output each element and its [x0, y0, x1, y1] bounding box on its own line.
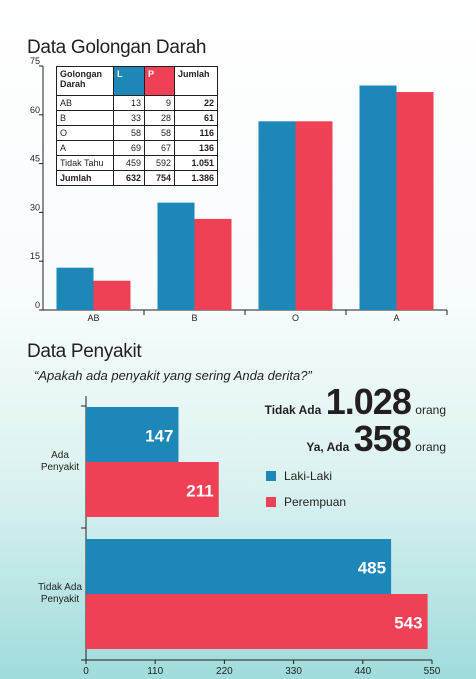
table-cell: 1.051: [174, 155, 218, 171]
table-cell: 136: [174, 140, 218, 156]
table-header-golongan: Golongan Darah: [56, 66, 114, 96]
stat-ya-ada: Ya, Ada 358 orang: [306, 418, 446, 460]
bar-l-o: [258, 121, 296, 310]
legend-swatch: [266, 497, 276, 507]
bar-l-b: [157, 202, 195, 310]
y-tick-label: 60: [30, 105, 40, 115]
table-cell: Tidak Tahu: [56, 155, 114, 171]
x-tick-label: B: [191, 313, 197, 323]
table-row: B 33 28 61: [56, 110, 218, 126]
table-cell: 28: [144, 110, 175, 126]
bar-female-ada: [86, 462, 219, 517]
data-label: 147: [145, 427, 173, 446]
legend-item-male: Laki-Laki: [266, 469, 332, 483]
table-cell: 33: [113, 110, 145, 126]
legend-label: Perempuan: [284, 495, 347, 509]
bar-p-b: [194, 218, 232, 310]
table-cell: Jumlah: [56, 170, 114, 186]
legend-label: Laki-Laki: [284, 469, 333, 483]
bar-p-a: [396, 92, 434, 310]
table-cell: 9: [144, 95, 175, 111]
bar-male-ada: [86, 407, 179, 462]
legend-swatch: [266, 471, 276, 481]
table-row-total: Jumlah 632 754 1.386: [56, 170, 218, 186]
x-tick-label: 440: [354, 666, 371, 677]
table-cell: AB: [56, 95, 114, 111]
stat-tidak-ada: Tidak Ada 1.028 orang: [265, 381, 446, 423]
table-header-row: Golongan Darah L P Jumlah: [56, 66, 218, 96]
bar-p-ab: [93, 280, 131, 310]
y-tick-label: Tidak Ada Penyakit: [38, 582, 83, 605]
table-cell: O: [56, 125, 114, 141]
table-row: A 69 67 136: [56, 140, 218, 156]
y-tick-label: 30: [30, 202, 40, 212]
bar-female-tidak-ada: [86, 594, 428, 649]
blood-chart-title: Data Golongan Darah: [27, 37, 207, 58]
y-tick-label: 0: [35, 300, 40, 310]
x-tick-label: AB: [87, 313, 99, 323]
y-tick-label: 15: [30, 251, 40, 261]
stat-value: 1.028: [325, 381, 412, 422]
table-cell: 13: [113, 95, 145, 111]
data-label: 543: [394, 614, 422, 633]
x-tick-label: 110: [147, 666, 163, 677]
table-row: Tidak Tahu 459 592 1.051: [56, 155, 218, 171]
table-header-l: L: [113, 66, 145, 96]
data-label: 211: [186, 482, 213, 501]
table-cell: 22: [174, 95, 218, 111]
stat-label: Tidak Ada: [264, 403, 322, 417]
bar-male-tidak-ada: [86, 539, 392, 594]
bar-l-a: [359, 85, 397, 311]
table-cell: 632: [113, 170, 145, 186]
x-tick-label: 220: [216, 666, 233, 677]
stat-label: Ya, Ada: [306, 440, 350, 454]
y-tick-label: 75: [30, 56, 40, 66]
data-label: 485: [358, 559, 386, 578]
table-cell: 69: [113, 140, 145, 156]
table-cell: 592: [144, 155, 175, 171]
table-row: O 58 58 116: [56, 125, 218, 141]
y-tick-label: Ada Penyakit: [41, 450, 80, 473]
x-tick-label: 550: [424, 666, 441, 677]
y-tick-label: 45: [30, 154, 40, 164]
x-tick-label: O: [292, 313, 299, 323]
x-tick-label: 0: [83, 666, 89, 677]
stat-unit: orang: [415, 403, 446, 417]
table-header-p: P: [144, 66, 175, 96]
table-cell: 61: [174, 110, 218, 126]
table-cell: 58: [113, 125, 145, 141]
table-row: AB 13 9 22: [56, 95, 218, 111]
disease-chart-title: Data Penyakit: [27, 341, 142, 362]
table-cell: 58: [144, 125, 175, 141]
table-cell: 67: [144, 140, 175, 156]
table-cell: 459: [113, 155, 145, 171]
table-header-jumlah: Jumlah: [174, 66, 218, 96]
legend-item-female: Perempuan: [266, 495, 346, 509]
table-cell: 1.386: [174, 170, 218, 186]
bar-p-o: [295, 121, 333, 310]
stat-unit: orang: [415, 440, 446, 454]
table-cell: 116: [174, 125, 218, 141]
survey-question: “Apakah ada penyakit yang sering Anda de…: [34, 368, 312, 383]
x-tick-label: A: [393, 313, 399, 323]
stat-value: 358: [353, 418, 412, 459]
table-cell: A: [56, 140, 114, 156]
x-tick-label: 330: [285, 666, 302, 677]
table-cell: 754: [144, 170, 175, 186]
bar-l-ab: [56, 267, 94, 310]
table-cell: B: [56, 110, 114, 126]
blood-type-table: Golongan Darah L P Jumlah AB 13 9 22 B 3…: [56, 66, 218, 186]
